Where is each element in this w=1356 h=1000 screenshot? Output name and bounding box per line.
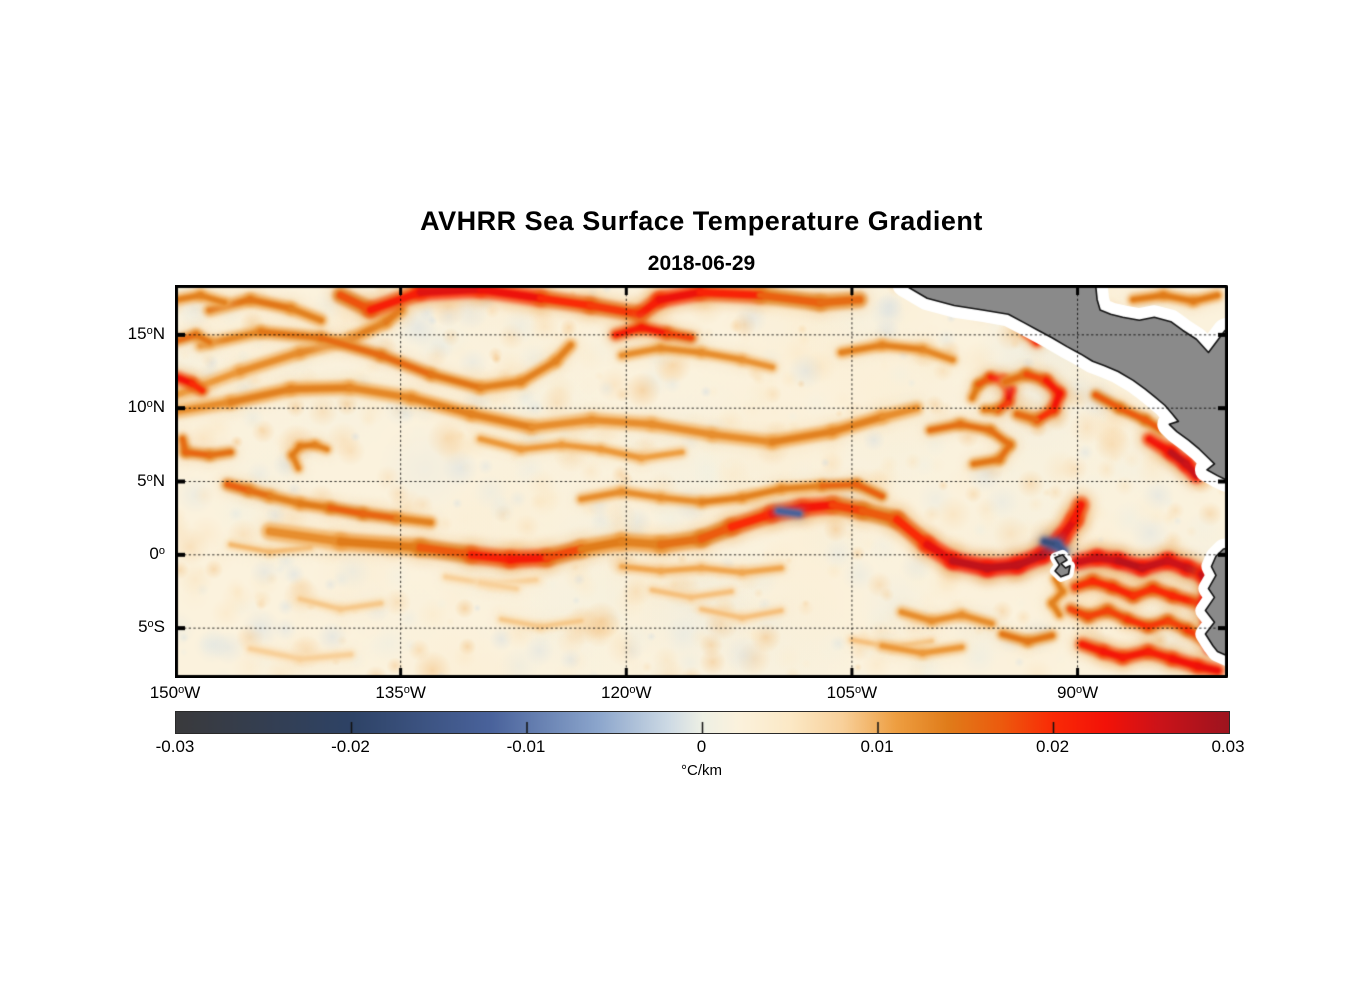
- colorbar-tick-label: 0.02: [1035, 737, 1070, 756]
- y-tick-label: 5oN: [137, 470, 165, 490]
- y-tick-label: 15oN: [127, 323, 165, 343]
- x-tick-label: 90oW: [1057, 683, 1099, 702]
- y-tick-label: 10oN: [127, 397, 165, 417]
- y-tick-label: 5oS: [138, 617, 165, 637]
- colorbar-canvas: [175, 711, 1230, 734]
- colorbar-tick-label: 0: [696, 737, 707, 756]
- figure-date: 2018-06-29: [647, 252, 756, 275]
- colorbar-tick-label: -0.03: [155, 737, 195, 756]
- colorbar-tick-label: 0.03: [1211, 737, 1245, 756]
- x-tick-label: 120oW: [601, 683, 652, 702]
- colorbar-unit-label: °C/km: [681, 762, 722, 779]
- colorbar-tick-label: -0.01: [506, 737, 546, 756]
- colorbar-tick-label: 0.01: [860, 737, 894, 756]
- x-tick-label: 135oW: [375, 683, 426, 702]
- colorbar-tick-label: -0.02: [331, 737, 370, 756]
- x-tick-label: 150oW: [149, 683, 201, 702]
- figure-title: AVHRR Sea Surface Temperature Gradient: [420, 206, 983, 236]
- sst-gradient-map-canvas: [175, 285, 1228, 678]
- x-tick-label: 105oW: [826, 683, 878, 702]
- y-tick-label: 0o: [149, 543, 165, 563]
